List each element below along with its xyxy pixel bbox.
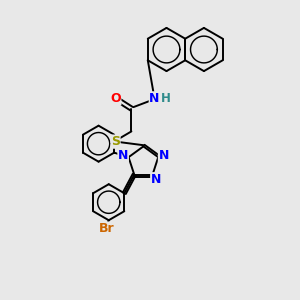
Text: N: N (158, 149, 169, 162)
Text: N: N (151, 173, 161, 186)
Text: S: S (111, 135, 120, 148)
Text: H: H (161, 92, 171, 105)
Text: O: O (110, 92, 121, 105)
Text: N: N (149, 92, 160, 105)
Text: N: N (118, 149, 128, 162)
Text: Br: Br (98, 222, 114, 235)
